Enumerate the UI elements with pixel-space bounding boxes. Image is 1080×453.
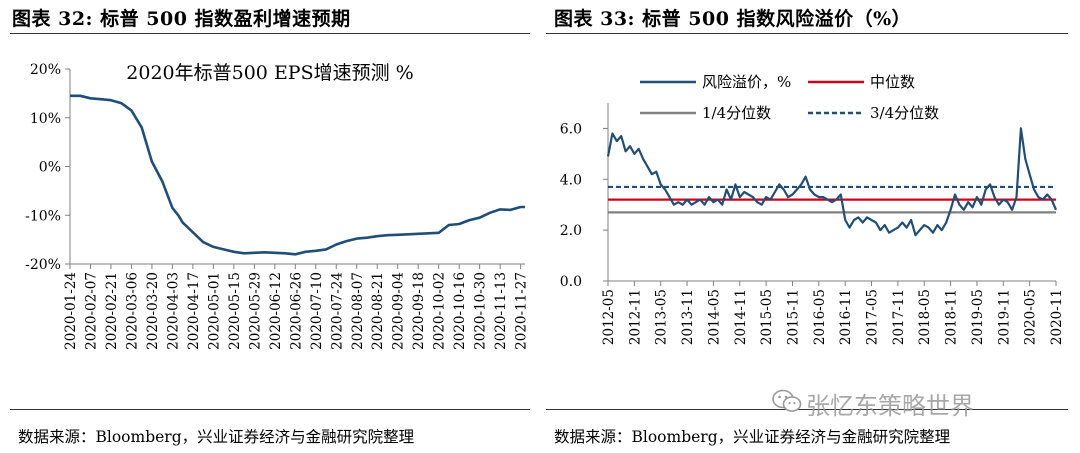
x-tick-label: 2020-09-04 [391, 272, 407, 350]
y-tick-label: 0% [39, 160, 61, 176]
legend-risk-premium-label: 风险溢价，% [702, 73, 791, 91]
x-tick-label: 2020-05-01 [206, 272, 222, 350]
x-tick-label: 2018-05 [917, 289, 933, 345]
x-tick-label: 2020-08-21 [370, 272, 386, 350]
eps-growth-line [70, 94, 525, 256]
x-tick-label: 2019-05 [970, 289, 986, 345]
x-tick-label: 2020-11-13 [493, 272, 509, 350]
x-tick-label: 2020-10-02 [432, 272, 448, 350]
bottom-rule [10, 409, 530, 410]
y-tick-label: 2.0 [560, 223, 582, 239]
x-tick-label: 2020-07-10 [309, 272, 325, 350]
x-tick-label: 2013-11 [680, 289, 696, 345]
x-tick-label: 2020-07-24 [329, 272, 345, 350]
x-tick-label: 2012-11 [627, 289, 643, 345]
x-tick-label: 2020-03-06 [124, 272, 140, 350]
legend-quartile1-label: 1/4分位数 [702, 104, 771, 122]
y-tick-label: 4.0 [560, 172, 582, 188]
x-tick-label: 2020-04-17 [186, 272, 202, 350]
bottom-rule [546, 409, 1068, 410]
x-tick-label: 2020-11-27 [514, 272, 530, 350]
x-tick-label: 2020-06-26 [288, 272, 304, 350]
x-tick-label: 2012-05 [601, 289, 617, 345]
x-tick-label: 2020-02-21 [104, 272, 120, 350]
eps-growth-chart: 2020年标普500 EPS增速预测 % 20%10%0%-10%-20%202… [25, 62, 530, 350]
x-tick-label: 2017-05 [865, 289, 881, 345]
y-tick-label: 6.0 [560, 121, 582, 137]
x-tick-label: 2020-10-30 [473, 272, 489, 350]
x-tick-label: 2017-11 [891, 289, 907, 345]
x-tick-label: 2020-05 [1023, 289, 1039, 345]
x-tick-label: 2019-11 [996, 289, 1012, 345]
y-tick-label: -10% [25, 208, 61, 224]
x-tick-label: 2018-11 [944, 289, 960, 345]
x-tick-label: 2016-11 [838, 289, 854, 345]
figure-title: 图表 32: 标普 500 指数盈利增速预期 [12, 8, 351, 30]
watermark-text: 张忆东策略世界 [806, 392, 974, 420]
top-rule [546, 33, 1068, 34]
y-tick-label: 20% [30, 62, 61, 78]
x-tick-label: 2020-06-12 [268, 272, 284, 350]
legend-quartile3-label: 3/4分位数 [870, 104, 939, 122]
risk-premium-line [606, 127, 1058, 237]
x-tick-label: 2020-08-07 [350, 272, 366, 350]
x-tick-label: 2014-11 [733, 289, 749, 345]
x-tick-label: 2020-04-03 [165, 272, 181, 350]
legend-median-label: 中位数 [870, 73, 915, 91]
x-tick-label: 2013-05 [654, 289, 670, 345]
x-tick-label: 2020-02-07 [83, 272, 99, 350]
y-tick-label: -20% [25, 257, 61, 273]
x-tick-label: 2020-01-24 [63, 272, 79, 350]
x-tick-label: 2020-11 [1049, 289, 1065, 345]
x-tick-label: 2020-05-29 [247, 272, 263, 350]
figure-title: 图表 33: 标普 500 指数风险溢价（%） [554, 8, 912, 30]
x-tick-label: 2015-11 [785, 289, 801, 345]
x-tick-label: 2020-05-15 [227, 272, 243, 350]
top-rule [10, 33, 530, 34]
chart-title: 2020年标普500 EPS增速预测 % [126, 62, 413, 84]
y-tick-label: 0.0 [560, 274, 582, 290]
source-note: 数据来源：Bloomberg，兴业证券经济与金融研究院整理 [18, 428, 415, 446]
source-note: 数据来源：Bloomberg，兴业证券经济与金融研究院整理 [554, 428, 951, 446]
x-tick-label: 2020-03-20 [145, 272, 161, 350]
x-tick-label: 2020-10-16 [452, 272, 468, 350]
risk-premium-chart: 6.0 4.0 2.0 0.0 2012-05 2012-11 2013-05 2013-11… [560, 73, 1065, 345]
left-figure-panel: 图表 32: 标普 500 指数盈利增速预期 2020年标普500 EPS增速预… [10, 8, 530, 446]
x-tick-label: 2014-05 [706, 289, 722, 345]
wechat-icon [772, 389, 802, 412]
x-tick-label: 2016-05 [812, 289, 828, 345]
x-tick-label: 2015-05 [759, 289, 775, 345]
x-tick-label: 2020-09-18 [411, 272, 427, 350]
right-figure-panel: 图表 33: 标普 500 指数风险溢价（%） 6.0 4.0 2.0 0.0 2012… [540, 0, 1080, 453]
y-tick-label: 10% [30, 111, 61, 127]
